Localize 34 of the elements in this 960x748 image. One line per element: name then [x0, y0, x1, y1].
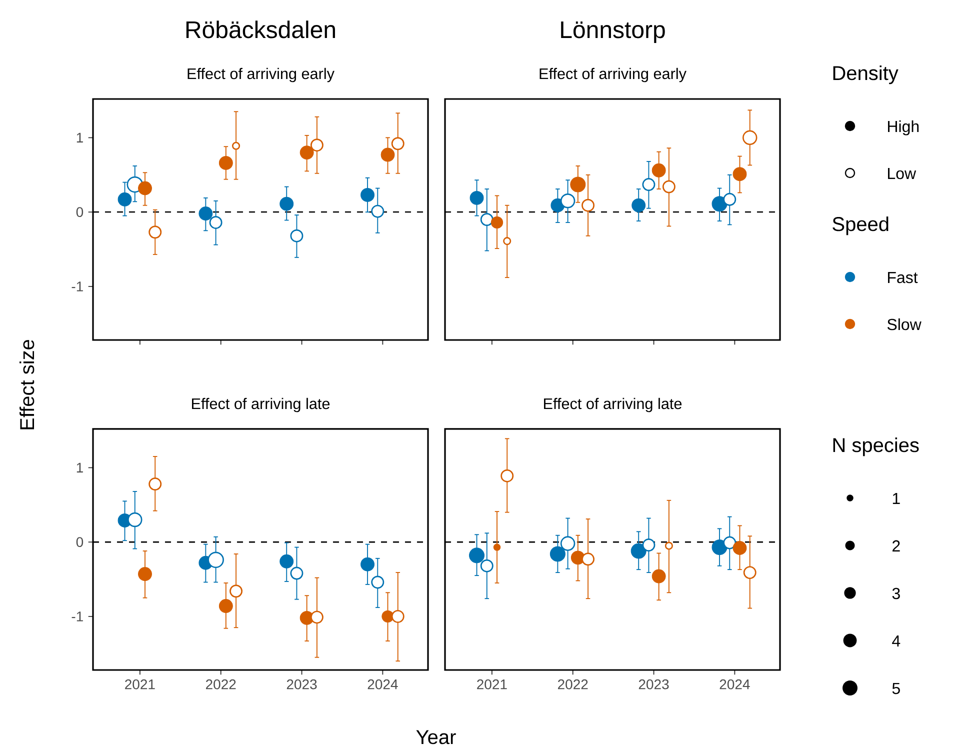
- y-tick-label: -1: [72, 282, 83, 292]
- x-tick-label: 2022: [558, 679, 588, 690]
- x-tick-label: 2023: [286, 679, 317, 690]
- x-tick-label: 2022: [206, 679, 236, 690]
- legend-label: High: [888, 120, 919, 136]
- legend-label: 3: [892, 588, 900, 600]
- legend-label: Fast: [888, 272, 918, 284]
- x-axis-title: Year: [416, 730, 456, 744]
- text: Speed: [832, 216, 888, 236]
- x-tick-label: 2023: [638, 679, 669, 690]
- y-tick-label: 1: [76, 132, 83, 142]
- legend-label: Slow: [887, 318, 922, 330]
- y-tick-label: -1: [72, 612, 83, 622]
- chart-title: Effect of arriving late: [192, 398, 330, 412]
- y-tick-label: 0: [76, 537, 84, 548]
- x-tick-label: 2024: [720, 679, 750, 690]
- legend-label: 4: [892, 635, 900, 646]
- y-axis-title: Effect size: [20, 340, 34, 430]
- legend-label: 2: [892, 540, 900, 552]
- legend-title: N species: [833, 437, 919, 456]
- chart-title: Effect of arriving late: [544, 398, 682, 412]
- legend-label: 5: [892, 682, 900, 694]
- x-tick-label: 2024: [368, 679, 398, 690]
- chart-subtitle: Effect of arriving early: [188, 68, 334, 82]
- x-tick-label: 2021: [125, 679, 155, 690]
- text: Density: [833, 65, 898, 84]
- chart-subtitle: Effect of arriving early: [540, 68, 686, 82]
- legend-label: Low: [888, 168, 916, 180]
- chart-title: Röbäcksdalen: [186, 20, 335, 38]
- legend-label: 1: [892, 492, 900, 504]
- y-tick-label: 0: [76, 207, 84, 218]
- y-tick-label: 1: [76, 462, 83, 472]
- x-tick-label: 2021: [477, 679, 507, 690]
- chart-title: Lönnstorp: [561, 21, 665, 43]
